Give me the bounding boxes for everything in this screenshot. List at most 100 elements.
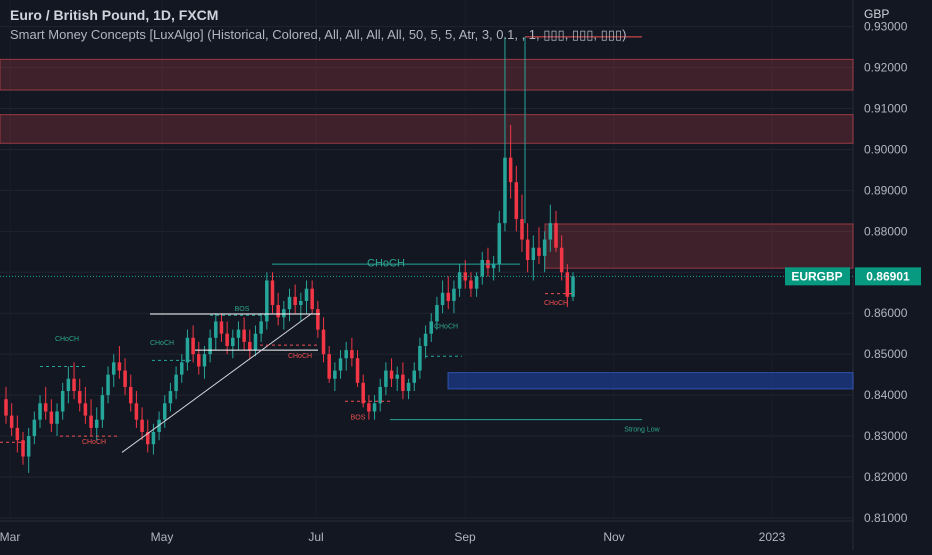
candle — [457, 264, 462, 297]
candle-body — [83, 403, 88, 416]
candle — [89, 399, 93, 437]
candle-body — [231, 337, 235, 346]
candle-body — [429, 321, 434, 334]
candle-body — [480, 260, 485, 277]
candle-body — [418, 345, 422, 371]
candle-body — [321, 329, 326, 355]
candle-body — [565, 272, 570, 297]
candle-body — [327, 354, 331, 379]
candle-body — [304, 288, 309, 301]
candle — [197, 341, 201, 375]
candle — [100, 386, 105, 428]
candle-body — [174, 374, 178, 392]
x-tick-label: Sep — [454, 530, 476, 544]
structure-label: Strong Low — [624, 427, 660, 434]
candle-body — [401, 374, 405, 392]
candle — [435, 296, 439, 330]
supply-zone — [544, 223, 854, 269]
candle-body — [43, 403, 48, 412]
candle — [180, 354, 184, 383]
candle-body — [202, 354, 207, 367]
candle — [174, 366, 178, 400]
candle-body — [491, 264, 496, 269]
candle-body — [77, 391, 82, 404]
candle-body — [9, 415, 14, 428]
last-price-label: 0.86901 — [866, 269, 910, 283]
candle-body — [469, 280, 473, 289]
candle — [83, 386, 88, 424]
symbol-tag — [785, 267, 850, 286]
structure-label: CHoCH — [82, 439, 106, 446]
candle — [202, 345, 207, 379]
candle-body — [412, 370, 416, 383]
candle-body — [361, 382, 365, 404]
y-tick-label: 0.83000 — [864, 429, 908, 443]
candle-body — [508, 157, 513, 183]
symbol-tag-label: EURGBP — [791, 269, 842, 283]
price-tag — [855, 267, 921, 286]
candle-body — [571, 276, 575, 297]
x-tick-label: 2023 — [759, 530, 786, 544]
candle-body — [180, 362, 184, 375]
structure-label: CHoCH — [544, 300, 568, 307]
structure-label: CHoCH — [150, 340, 174, 347]
x-tick-label: Nov — [603, 530, 624, 544]
structure-label: BOS — [351, 414, 366, 421]
candle — [38, 395, 42, 428]
candle — [537, 227, 541, 265]
candle-body — [214, 321, 218, 338]
candle — [55, 403, 59, 437]
candle-body — [21, 440, 25, 457]
candle-body — [474, 276, 479, 289]
candle-body — [128, 386, 133, 404]
candle — [43, 386, 48, 420]
candle-body — [355, 358, 360, 383]
candle — [384, 362, 388, 396]
candle — [372, 395, 377, 420]
candle — [418, 337, 422, 379]
candle — [287, 288, 292, 322]
candle — [128, 374, 133, 412]
candle — [299, 292, 303, 322]
candle-body — [106, 374, 110, 396]
candle — [214, 313, 218, 351]
candle — [474, 272, 479, 297]
candle — [276, 292, 280, 326]
candle — [446, 276, 451, 310]
candle — [344, 341, 348, 371]
candle — [508, 124, 513, 199]
candle-body — [265, 280, 269, 322]
candle — [361, 374, 365, 408]
candle-body — [236, 329, 241, 338]
candle — [111, 354, 116, 387]
candle — [163, 395, 167, 428]
candle — [259, 313, 263, 342]
indicator-legend[interactable]: Smart Money Concepts [LuxAlgo] (Historic… — [10, 27, 627, 42]
candle-body — [395, 374, 399, 379]
candle-body — [38, 403, 42, 420]
candle-body — [293, 296, 297, 306]
candle — [395, 366, 399, 392]
candle — [145, 419, 150, 453]
structure-line — [121, 312, 313, 453]
candle-body — [55, 411, 59, 424]
candle-body — [140, 419, 144, 432]
y-tick-label: 0.93000 — [864, 20, 908, 34]
candle-body — [225, 333, 229, 346]
candle — [355, 350, 360, 387]
y-tick-label: 0.85000 — [864, 347, 908, 361]
structure-label: CHoCH — [434, 324, 458, 331]
candle-body — [259, 321, 263, 334]
candle — [236, 321, 241, 351]
candle-body — [32, 419, 37, 437]
candle — [225, 321, 229, 355]
candle-body — [435, 305, 439, 322]
candle — [123, 358, 127, 396]
candle-body — [168, 391, 173, 404]
y-tick-label: 0.92000 — [864, 61, 908, 75]
candle — [168, 382, 173, 412]
y-tick-label: 0.84000 — [864, 388, 908, 402]
candle-body — [350, 350, 354, 359]
